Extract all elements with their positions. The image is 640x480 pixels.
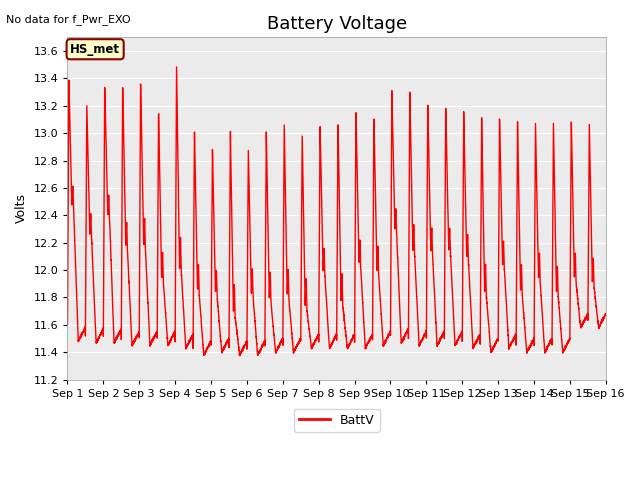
Legend: BattV: BattV	[294, 408, 380, 432]
Title: Battery Voltage: Battery Voltage	[266, 15, 406, 33]
Text: No data for f_Pwr_EXO: No data for f_Pwr_EXO	[6, 14, 131, 25]
Y-axis label: Volts: Volts	[15, 193, 28, 224]
Text: HS_met: HS_met	[70, 43, 120, 56]
